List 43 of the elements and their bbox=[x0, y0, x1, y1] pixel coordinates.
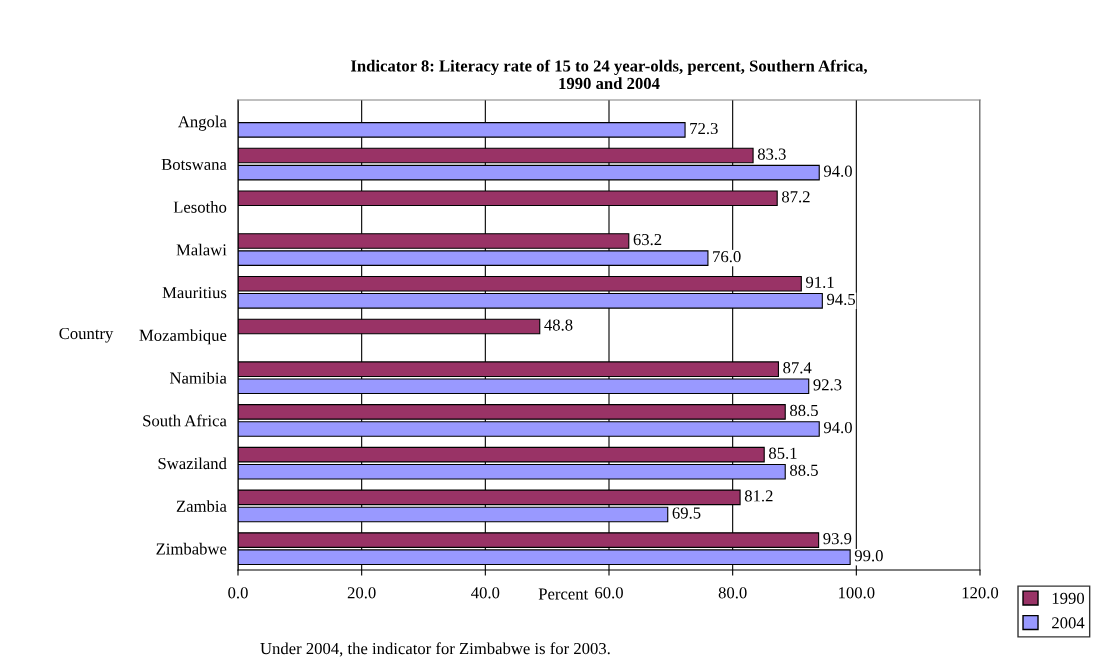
data-label: 88.5 bbox=[790, 404, 818, 417]
y-tick-label: Namibia bbox=[169, 371, 227, 384]
y-tick-label: Mauritius bbox=[162, 287, 227, 299]
x-tick-label: 80.0 bbox=[718, 587, 747, 599]
data-label: 92.3 bbox=[813, 379, 842, 391]
data-label: 72.3 bbox=[690, 122, 718, 135]
x-tick-label: 120.0 bbox=[962, 587, 999, 599]
data-label: 69.5 bbox=[672, 507, 701, 519]
y-tick-label: Mozambique bbox=[139, 329, 227, 345]
data-label: 99.0 bbox=[854, 550, 883, 562]
y-tick-label: Angola bbox=[177, 115, 227, 131]
data-label: 94.0 bbox=[823, 421, 852, 434]
data-label: 88.5 bbox=[790, 464, 818, 476]
y-axis-title: Country bbox=[59, 327, 114, 343]
y-tick-label: Zimbabwe bbox=[156, 542, 227, 555]
x-axis-title: Percent bbox=[538, 588, 589, 600]
x-tick-label: 20.0 bbox=[347, 587, 376, 599]
data-label: 93.9 bbox=[823, 533, 852, 545]
data-label: 91.1 bbox=[806, 276, 834, 288]
data-label: 48.8 bbox=[544, 319, 573, 331]
data-label: 87.2 bbox=[781, 191, 810, 203]
data-label: 87.4 bbox=[783, 362, 812, 374]
y-tick-label: Swaziland bbox=[158, 457, 227, 470]
legend-label: 2004 bbox=[1052, 617, 1085, 629]
y-tick-label: Lesotho bbox=[173, 201, 227, 213]
y-tick-label: Zambia bbox=[176, 500, 227, 512]
data-label: 76.0 bbox=[713, 251, 741, 263]
x-tick-label: 40.0 bbox=[471, 587, 500, 599]
data-label: 81.2 bbox=[744, 490, 773, 502]
y-tick-label: Botswana bbox=[161, 158, 227, 171]
chart-title: Indicator 8: Literacy rate of 15 to 24 year-olds, percent, Southern Africa, 1990 and 2004 bbox=[350, 59, 867, 90]
text: Under 2004, the indicator for Zimbabwe is for 2003. bbox=[260, 642, 610, 657]
data-label: 83.3 bbox=[757, 148, 786, 160]
y-tick-label: Malawi bbox=[176, 243, 227, 256]
data-label: 94.0 bbox=[823, 165, 852, 177]
legend-label: 1990 bbox=[1052, 592, 1085, 604]
x-tick-label: 0.0 bbox=[228, 587, 248, 599]
x-tick-label: 60.0 bbox=[595, 587, 623, 599]
data-label: 94.5 bbox=[827, 293, 856, 306]
data-label: 63.2 bbox=[633, 233, 662, 246]
y-tick-label: South Africa bbox=[143, 414, 227, 427]
data-label: 85.1 bbox=[769, 447, 797, 459]
x-tick-label: 100.0 bbox=[839, 587, 875, 599]
